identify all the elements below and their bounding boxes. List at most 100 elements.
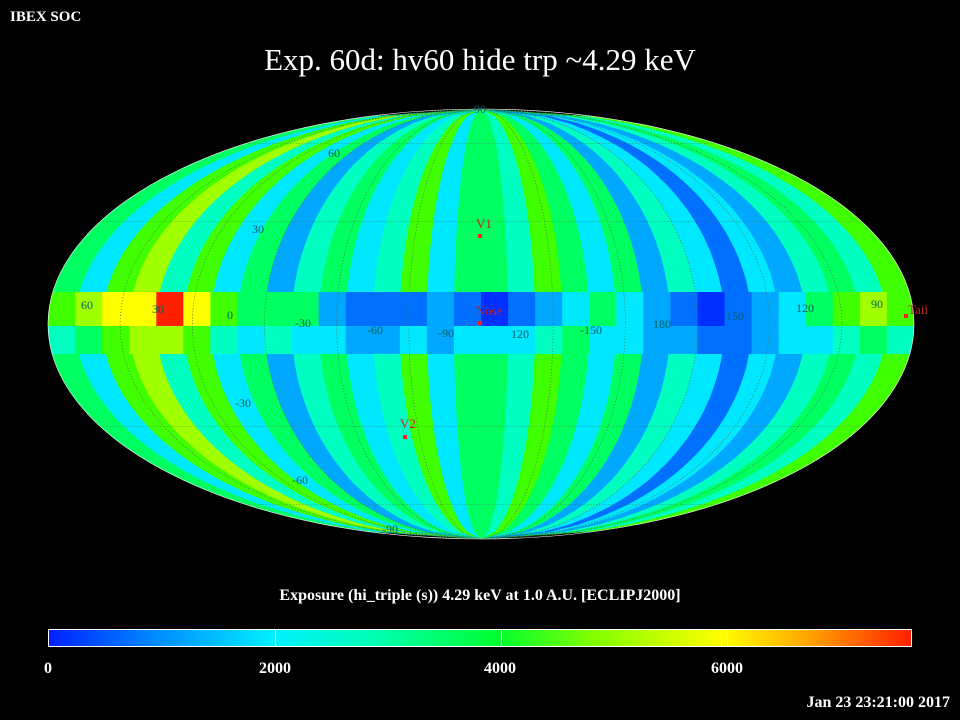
exposure-strip bbox=[318, 109, 481, 539]
band-cell bbox=[264, 292, 293, 326]
band-cell bbox=[48, 326, 76, 354]
exposure-strip bbox=[291, 109, 481, 539]
band-cell bbox=[453, 292, 482, 326]
lon-label: 90 bbox=[871, 297, 883, 311]
band-cell bbox=[399, 326, 428, 354]
band-cell bbox=[724, 292, 753, 326]
band-cell bbox=[210, 326, 238, 354]
band-cell bbox=[859, 292, 888, 326]
lon-label: 180 bbox=[653, 317, 671, 331]
band-cell bbox=[886, 292, 914, 326]
lon-label: 120 bbox=[796, 301, 814, 315]
band-cell bbox=[589, 292, 617, 326]
exposure-strip bbox=[399, 109, 481, 539]
band-cell bbox=[318, 326, 347, 354]
band-cell bbox=[481, 292, 509, 326]
band-cell bbox=[399, 292, 428, 326]
band-cell bbox=[508, 326, 536, 354]
v1-label: V1 bbox=[476, 216, 492, 231]
lon-label: -150 bbox=[580, 323, 602, 337]
band-cell bbox=[508, 292, 536, 326]
ecliptic-band bbox=[48, 292, 914, 354]
band-cell bbox=[291, 326, 320, 354]
band-cell bbox=[697, 292, 726, 326]
band-cell bbox=[264, 326, 293, 354]
exposure-strip bbox=[481, 109, 564, 539]
band-cell bbox=[210, 292, 238, 326]
map-title: Exp. 60d: hv60 hide trp ~4.29 keV bbox=[264, 42, 696, 77]
exposure-strip bbox=[345, 109, 481, 539]
colorbar-tick bbox=[275, 630, 276, 646]
band-cell bbox=[372, 292, 401, 326]
band-cell bbox=[751, 326, 780, 354]
lon-label: 0 bbox=[227, 308, 233, 322]
band-cell bbox=[102, 292, 130, 326]
lon-label: -60 bbox=[367, 323, 383, 337]
band-cell bbox=[102, 326, 130, 354]
exposure-strip bbox=[481, 109, 591, 539]
colorbar-tick-label: 6000 bbox=[711, 660, 743, 677]
meridian bbox=[264, 109, 698, 539]
band-cell bbox=[345, 326, 374, 354]
colorbar-tick bbox=[727, 630, 728, 646]
band-cell bbox=[670, 292, 698, 326]
map-boundary bbox=[47, 108, 915, 540]
v1-marker bbox=[478, 234, 482, 238]
band-cell bbox=[616, 292, 644, 326]
lat-label: -60 bbox=[292, 473, 308, 487]
band-cell bbox=[616, 326, 644, 354]
lat-label: 30 bbox=[252, 222, 264, 236]
band-cell bbox=[832, 292, 861, 326]
band-cell bbox=[778, 326, 807, 354]
band-cell bbox=[859, 326, 888, 354]
band-cell bbox=[372, 326, 401, 354]
exposure-strip bbox=[372, 109, 481, 539]
lat-label: -90 bbox=[382, 522, 398, 536]
band-cell bbox=[291, 292, 320, 326]
band-cell bbox=[156, 326, 184, 354]
lat-label: 90 bbox=[474, 102, 486, 116]
exposure-strip bbox=[481, 109, 672, 539]
band-cell bbox=[345, 292, 374, 326]
band-cell bbox=[129, 326, 157, 354]
band-cell bbox=[832, 326, 861, 354]
band-cell bbox=[562, 292, 590, 326]
v2-label: V2 bbox=[400, 416, 416, 431]
band-cell bbox=[886, 326, 914, 354]
lon-label: 30 bbox=[152, 302, 164, 316]
lon-label: 150 bbox=[726, 309, 744, 323]
lon-label: 120 bbox=[511, 327, 529, 341]
band-cell bbox=[426, 326, 455, 354]
band-cell bbox=[237, 326, 265, 354]
tail-label: Tail bbox=[908, 302, 928, 317]
band-cell bbox=[318, 292, 347, 326]
band-cell bbox=[426, 292, 455, 326]
colorbar-tick-label: 0 bbox=[44, 660, 52, 677]
lon-label: -90 bbox=[438, 326, 454, 340]
lat-label: -30 bbox=[235, 396, 251, 410]
colorbar bbox=[48, 629, 912, 647]
band-cell bbox=[48, 292, 76, 326]
colorbar-label: Exposure (hi_triple (s)) 4.29 keV at 1.0… bbox=[279, 587, 681, 604]
band-cell bbox=[75, 326, 103, 354]
lon-label: -30 bbox=[295, 316, 311, 330]
band-cell bbox=[183, 292, 211, 326]
band-cell bbox=[75, 292, 103, 326]
band-cell bbox=[535, 326, 563, 354]
band-cell bbox=[589, 326, 617, 354]
band-cell bbox=[129, 292, 157, 326]
band-cell bbox=[643, 326, 671, 354]
sky-map: 90 60 30 -30 -60 -90 60 30 0 -30 -60 -90… bbox=[47, 102, 928, 540]
band-cell bbox=[805, 292, 834, 326]
band-cell bbox=[643, 292, 671, 326]
colorbar-tick-label: 4000 bbox=[484, 660, 516, 677]
band-cell bbox=[805, 326, 834, 354]
band-cell bbox=[670, 326, 698, 354]
band-cell bbox=[562, 326, 590, 354]
band-cell bbox=[751, 292, 780, 326]
band-cell bbox=[697, 326, 726, 354]
colorbar-tick bbox=[501, 630, 502, 646]
band-cell bbox=[237, 292, 265, 326]
organization-label: IBEX SOC bbox=[10, 9, 82, 25]
lat-label: 60 bbox=[328, 146, 340, 160]
